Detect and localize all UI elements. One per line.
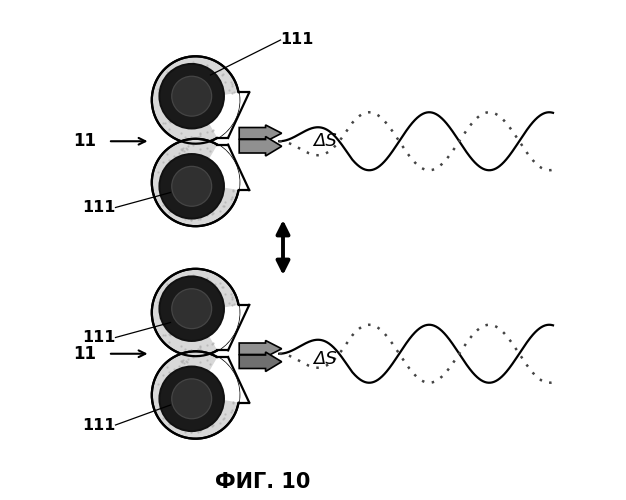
Circle shape [172, 76, 212, 116]
Circle shape [151, 269, 239, 356]
Circle shape [151, 56, 239, 144]
Text: 11: 11 [73, 345, 96, 363]
Text: ΔS: ΔS [313, 350, 337, 368]
Wedge shape [195, 144, 240, 190]
Text: ФИГ. 10: ФИГ. 10 [215, 472, 310, 492]
Circle shape [172, 379, 212, 419]
Polygon shape [239, 340, 282, 357]
Text: 111: 111 [82, 330, 116, 345]
Wedge shape [195, 92, 240, 138]
Circle shape [160, 154, 224, 218]
Circle shape [151, 139, 239, 226]
Circle shape [172, 289, 212, 329]
Polygon shape [239, 125, 282, 142]
Text: 111: 111 [82, 418, 116, 432]
Polygon shape [239, 136, 282, 156]
Text: 111: 111 [82, 200, 116, 215]
Wedge shape [195, 305, 240, 350]
Circle shape [151, 352, 239, 438]
Text: 111: 111 [280, 32, 314, 48]
Circle shape [172, 166, 212, 206]
Circle shape [160, 366, 224, 431]
Text: 11: 11 [73, 132, 96, 150]
Circle shape [160, 64, 224, 128]
Circle shape [160, 276, 224, 341]
Polygon shape [239, 352, 282, 372]
Wedge shape [195, 357, 240, 403]
Text: ΔS: ΔS [313, 132, 337, 150]
